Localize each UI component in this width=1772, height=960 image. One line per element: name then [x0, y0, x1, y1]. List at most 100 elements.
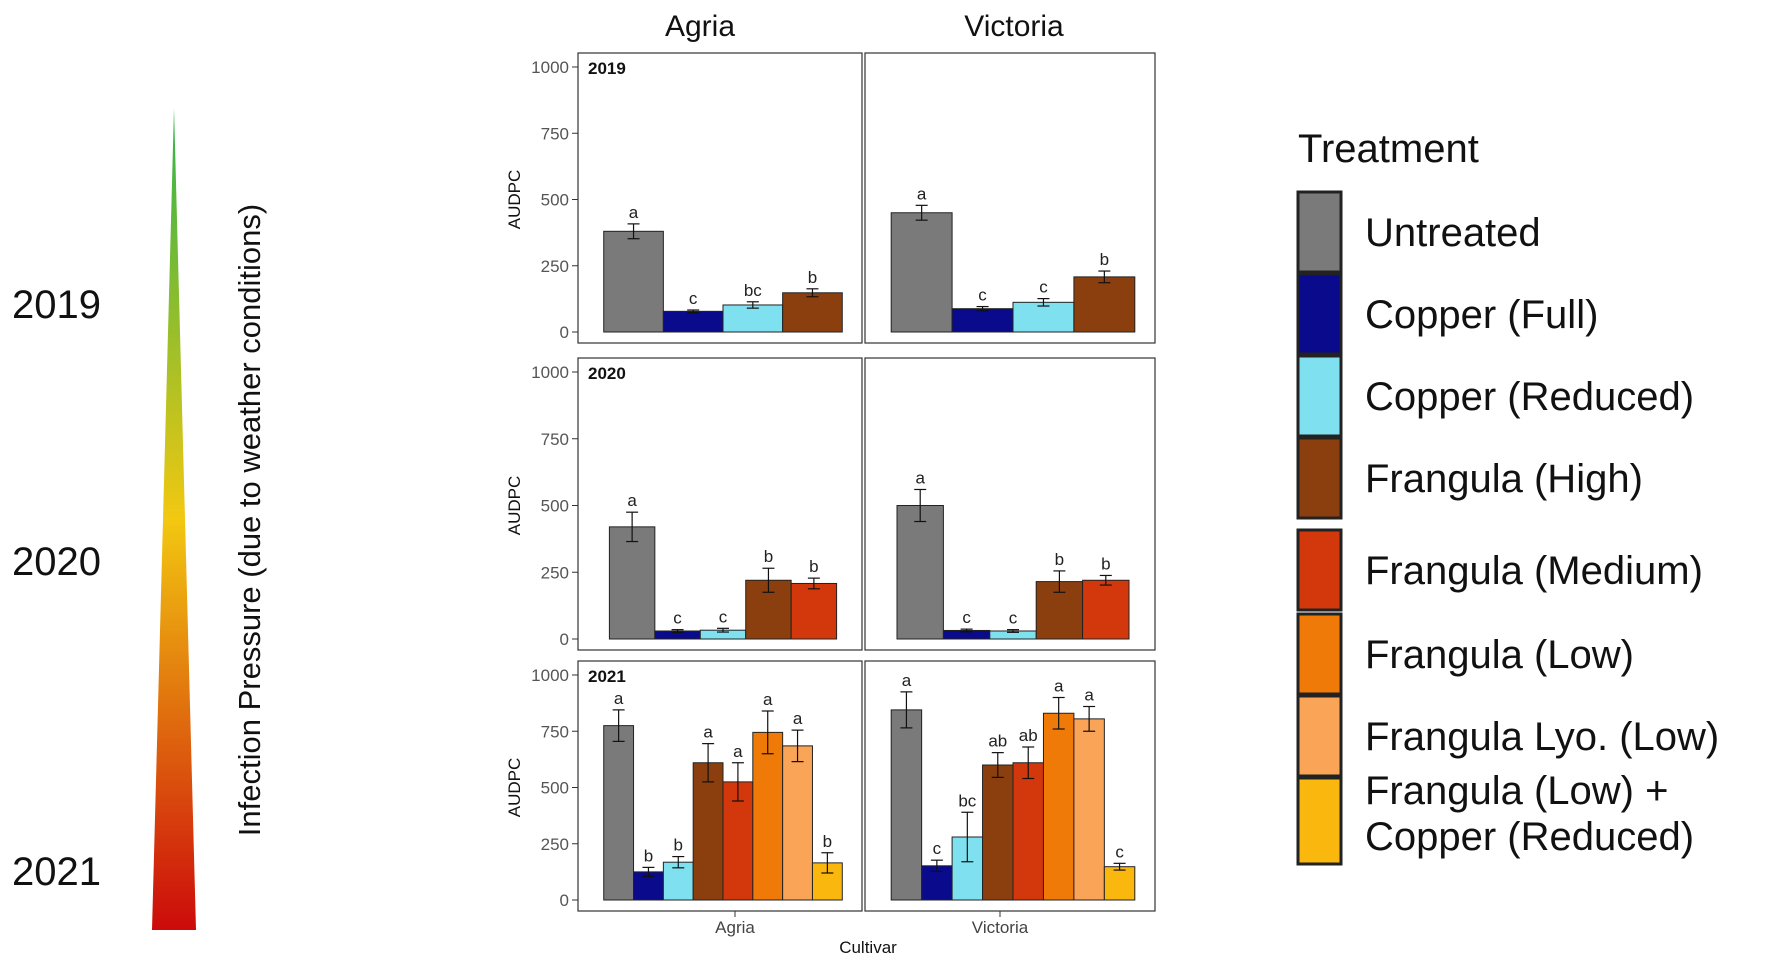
significance-letter: b — [674, 836, 683, 855]
bar — [603, 725, 635, 901]
significance-letter: a — [1054, 677, 1064, 696]
significance-letter: a — [627, 491, 637, 510]
bar — [790, 582, 838, 640]
x-axis-title: Cultivar — [839, 938, 897, 957]
significance-letter: a — [902, 671, 912, 690]
year-label-2020: 2020 — [12, 540, 101, 584]
column-title-victoria: Victoria — [964, 10, 1064, 43]
bar — [603, 230, 664, 333]
legend-swatch — [1296, 190, 1343, 274]
y-tick-label: 750 — [541, 722, 569, 741]
panel-frame — [577, 357, 863, 651]
legend-swatch — [1296, 354, 1343, 438]
y-tick-label: 0 — [560, 891, 569, 910]
legend-swatch — [1296, 528, 1343, 612]
panel-year-label: 2020 — [588, 364, 626, 383]
year-label-2021: 2021 — [12, 850, 101, 894]
significance-letter: bc — [744, 281, 762, 300]
significance-letter: c — [1039, 278, 1048, 297]
legend-swatch — [1296, 694, 1343, 778]
bar — [1103, 866, 1136, 901]
legend-label: Frangula (Low) — [1365, 633, 1634, 677]
y-tick-label: 0 — [560, 323, 569, 342]
significance-letter: c — [1115, 842, 1124, 861]
significance-letter: b — [808, 268, 817, 287]
bar — [1073, 718, 1105, 901]
legend-label: Copper (Full) — [1365, 293, 1598, 337]
panel-frame — [577, 52, 863, 344]
significance-letter: b — [1101, 554, 1110, 573]
significance-letter: c — [1009, 609, 1018, 628]
legend-label: Frangula (Medium) — [1365, 549, 1703, 593]
significance-letter: c — [689, 289, 698, 308]
significance-letter: a — [703, 723, 713, 742]
significance-letter: ab — [1019, 726, 1038, 745]
significance-letter: a — [614, 689, 624, 708]
y-tick-label: 750 — [541, 124, 569, 143]
panel-year-label: 2019 — [588, 59, 626, 78]
significance-letter: b — [644, 846, 653, 865]
significance-letter: c — [673, 609, 682, 628]
y-tick-label: 500 — [541, 779, 569, 798]
bar — [692, 762, 724, 901]
bar — [1012, 762, 1044, 901]
y-tick-label: 500 — [541, 497, 569, 516]
significance-letter: c — [719, 607, 728, 626]
y-tick-label: 750 — [541, 430, 569, 449]
y-tick-label: 1000 — [531, 363, 569, 382]
bar — [982, 764, 1014, 901]
chart-panels: 0 250 500 750 1000 AUDPC 2019 0 250 500 750 1000 AUD… — [505, 52, 1156, 917]
significance-letter: a — [793, 709, 803, 728]
legend-swatch — [1296, 612, 1343, 696]
bar — [951, 308, 1014, 333]
legend-title: Treatment — [1298, 127, 1479, 171]
panel-frame — [577, 660, 863, 912]
significance-letter: a — [917, 184, 927, 203]
legend-label: Frangula (Low) + Copper (Reduced) — [1365, 769, 1694, 859]
legend-swatch — [1296, 272, 1343, 356]
significance-letter: b — [1055, 550, 1064, 569]
legend-label: Frangula Lyo. (Low) — [1365, 715, 1719, 759]
y-tick-label: 500 — [541, 191, 569, 210]
pressure-wedge — [152, 108, 196, 930]
significance-letter: c — [978, 286, 987, 305]
legend-label: Copper (Reduced) — [1365, 375, 1694, 419]
legend: Treatment Untreated Copper (Full) Copper (… — [1296, 127, 1719, 866]
significance-letter: a — [763, 690, 773, 709]
significance-letter: bc — [958, 791, 976, 810]
bar — [1082, 579, 1130, 640]
column-title-agria: Agria — [665, 10, 735, 43]
significance-letter: b — [823, 832, 832, 851]
y-axis-label: AUDPC — [505, 170, 524, 230]
x-tick-label-victoria: Victoria — [972, 918, 1029, 937]
bar — [1042, 712, 1075, 901]
significance-letter: a — [733, 742, 743, 761]
bar — [662, 310, 724, 333]
significance-letter: b — [764, 547, 773, 566]
y-tick-label: 250 — [541, 563, 569, 582]
legend-swatch — [1296, 436, 1343, 520]
bar — [890, 212, 953, 333]
significance-letter: a — [915, 468, 925, 487]
y-tick-label: 1000 — [531, 58, 569, 77]
legend-label: Untreated — [1365, 211, 1541, 255]
significance-letter: a — [1084, 686, 1094, 705]
infection-pressure-indicator: Infection Pressure (due to weather condi… — [12, 108, 267, 930]
legend-label: Frangula (High) — [1365, 457, 1643, 501]
y-axis-label: AUDPC — [505, 758, 524, 818]
bar — [752, 731, 784, 901]
bar — [782, 745, 813, 901]
bar — [782, 292, 843, 333]
significance-letter: a — [629, 203, 639, 222]
significance-letter: c — [933, 839, 942, 858]
bar — [896, 505, 944, 640]
bar — [1012, 301, 1075, 333]
significance-letter: c — [962, 608, 971, 627]
pressure-axis-label: Infection Pressure (due to weather condi… — [232, 204, 267, 836]
significance-letter: b — [1100, 250, 1109, 269]
bar — [890, 709, 923, 901]
y-tick-label: 250 — [541, 257, 569, 276]
significance-letter: ab — [988, 732, 1007, 751]
panel-frame — [864, 357, 1156, 651]
significance-letter: b — [809, 557, 818, 576]
